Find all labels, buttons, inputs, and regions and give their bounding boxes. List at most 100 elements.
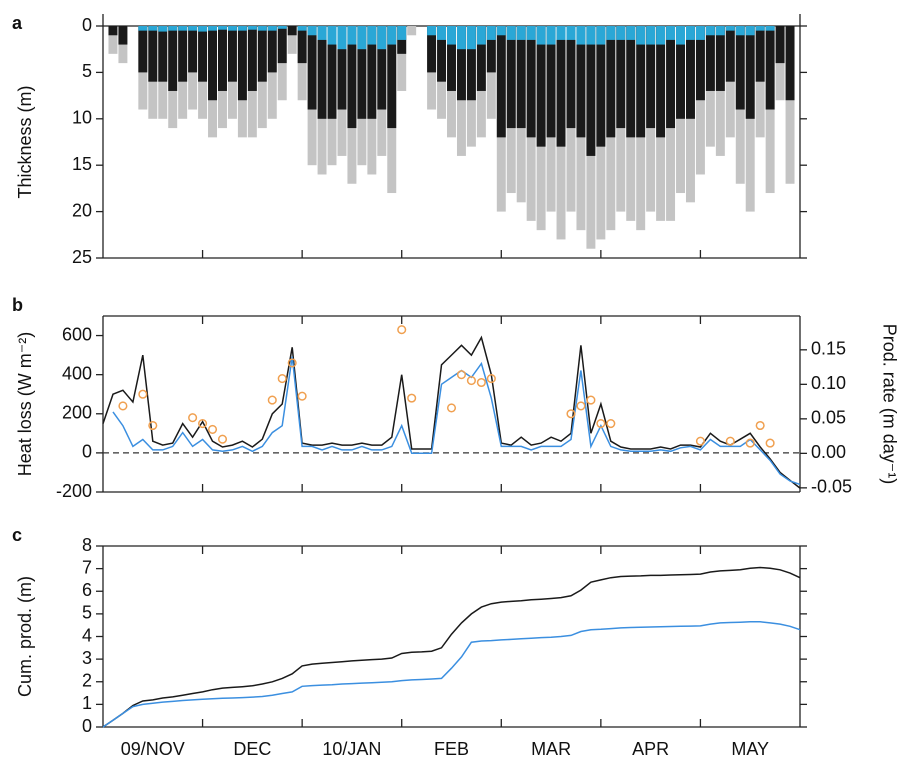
x-tick-label: 10/JAN xyxy=(322,739,381,759)
bar xyxy=(387,26,397,129)
scatter-point xyxy=(586,395,596,405)
scatter-point xyxy=(267,395,277,405)
bar xyxy=(695,26,705,101)
data-line xyxy=(112,356,801,486)
scatter-point xyxy=(446,403,457,413)
bar xyxy=(188,26,198,31)
scatter-point xyxy=(466,375,476,386)
bar xyxy=(297,26,307,31)
y-tick-label: 10 xyxy=(72,108,92,128)
bar xyxy=(317,26,327,40)
bar xyxy=(586,26,596,156)
x-tick-label: DEC xyxy=(233,739,271,759)
bar xyxy=(516,26,526,129)
bar xyxy=(516,26,526,40)
bar xyxy=(158,26,168,32)
bar xyxy=(377,26,387,110)
bar xyxy=(456,26,466,101)
bar xyxy=(695,26,705,40)
bar xyxy=(626,26,636,138)
y-tick-label: 8 xyxy=(82,535,92,555)
scatter-point xyxy=(755,420,765,431)
bar xyxy=(725,26,735,31)
scatter-point xyxy=(217,434,228,444)
data-line xyxy=(102,621,801,728)
bar xyxy=(606,26,616,40)
bar xyxy=(327,26,337,119)
bar xyxy=(148,26,158,31)
bar xyxy=(775,26,785,64)
bar xyxy=(257,26,267,82)
bar xyxy=(765,26,775,31)
y2-tick-label: 0.00 xyxy=(811,442,846,462)
bar xyxy=(526,26,536,40)
bar xyxy=(367,26,377,119)
bar xyxy=(496,26,506,138)
bar xyxy=(735,26,745,36)
bar xyxy=(785,26,795,101)
bar xyxy=(247,26,257,30)
y-tick-label: 600 xyxy=(62,324,92,344)
bar xyxy=(755,26,765,31)
data-line xyxy=(102,335,801,489)
bar xyxy=(456,26,466,50)
bar xyxy=(566,26,576,129)
y-tick-label: 200 xyxy=(62,403,92,423)
bar xyxy=(178,26,188,82)
y2-tick-label: -0.05 xyxy=(811,477,852,497)
bar xyxy=(676,26,685,119)
y-tick-label: 0 xyxy=(82,15,92,35)
bar xyxy=(397,26,407,40)
bar xyxy=(287,26,297,36)
scatter-point xyxy=(138,389,148,399)
bar xyxy=(437,26,447,40)
bar xyxy=(725,26,735,82)
y-tick-label: 20 xyxy=(72,200,92,220)
bar xyxy=(596,26,606,45)
bar xyxy=(705,26,715,91)
bar xyxy=(506,26,516,40)
bar xyxy=(506,26,516,129)
y-axis-label: Thickness (m) xyxy=(15,85,35,198)
bar xyxy=(656,26,666,138)
scatter-point xyxy=(725,436,735,446)
bar xyxy=(685,26,695,40)
bar xyxy=(556,26,566,147)
bar xyxy=(407,26,417,36)
bar xyxy=(277,26,287,64)
x-tick-label: MAR xyxy=(531,739,571,759)
panel-label: a xyxy=(12,13,23,33)
y-tick-label: 4 xyxy=(82,625,92,645)
bar xyxy=(237,26,247,101)
y-tick-label: 15 xyxy=(72,154,92,174)
y2-tick-label: 0.15 xyxy=(811,339,846,359)
bar xyxy=(118,26,128,45)
bar xyxy=(546,26,556,45)
bar xyxy=(387,26,397,45)
bar xyxy=(287,26,297,54)
y-tick-label: -200 xyxy=(56,481,92,501)
y-tick-label: 400 xyxy=(62,363,92,383)
bar xyxy=(596,26,606,147)
bar xyxy=(745,26,755,119)
panel-label: c xyxy=(12,525,22,545)
bar xyxy=(148,26,158,82)
bar xyxy=(466,26,476,101)
bar xyxy=(307,26,317,36)
y-tick-label: 0 xyxy=(82,442,92,462)
scatter-point xyxy=(566,409,576,419)
scatter-point xyxy=(745,438,755,448)
bar xyxy=(427,26,437,36)
bar xyxy=(427,26,437,73)
bar xyxy=(357,26,367,50)
y2-tick-label: 0.05 xyxy=(811,408,846,428)
y-tick-label: 3 xyxy=(82,648,92,668)
y-tick-label: 7 xyxy=(82,557,92,577)
scatter-point xyxy=(188,413,198,423)
bar xyxy=(168,26,178,31)
bar xyxy=(636,26,646,138)
scatter-point xyxy=(695,436,705,446)
bar xyxy=(526,26,536,138)
bar xyxy=(367,26,377,45)
